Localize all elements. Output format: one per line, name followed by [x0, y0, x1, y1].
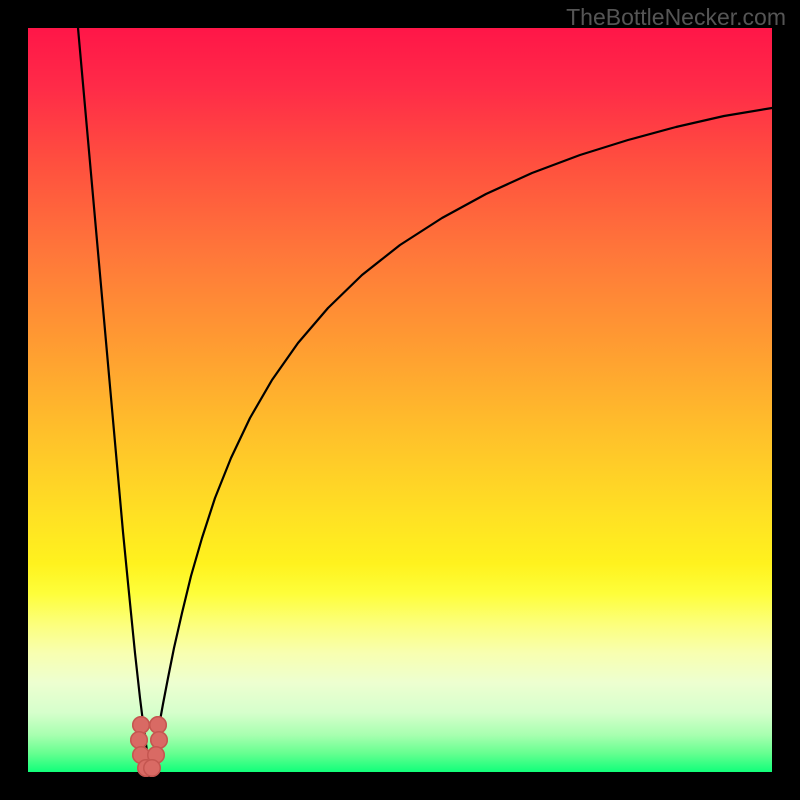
chart-stage: TheBottleNecker.com: [0, 0, 800, 800]
watermark-text: TheBottleNecker.com: [566, 4, 786, 31]
bottleneck-marker: [143, 759, 161, 777]
plot-area: [28, 28, 772, 772]
bottleneck-curve-left: [78, 28, 150, 772]
bottleneck-curve-right: [150, 108, 772, 772]
curve-layer: [28, 28, 772, 772]
